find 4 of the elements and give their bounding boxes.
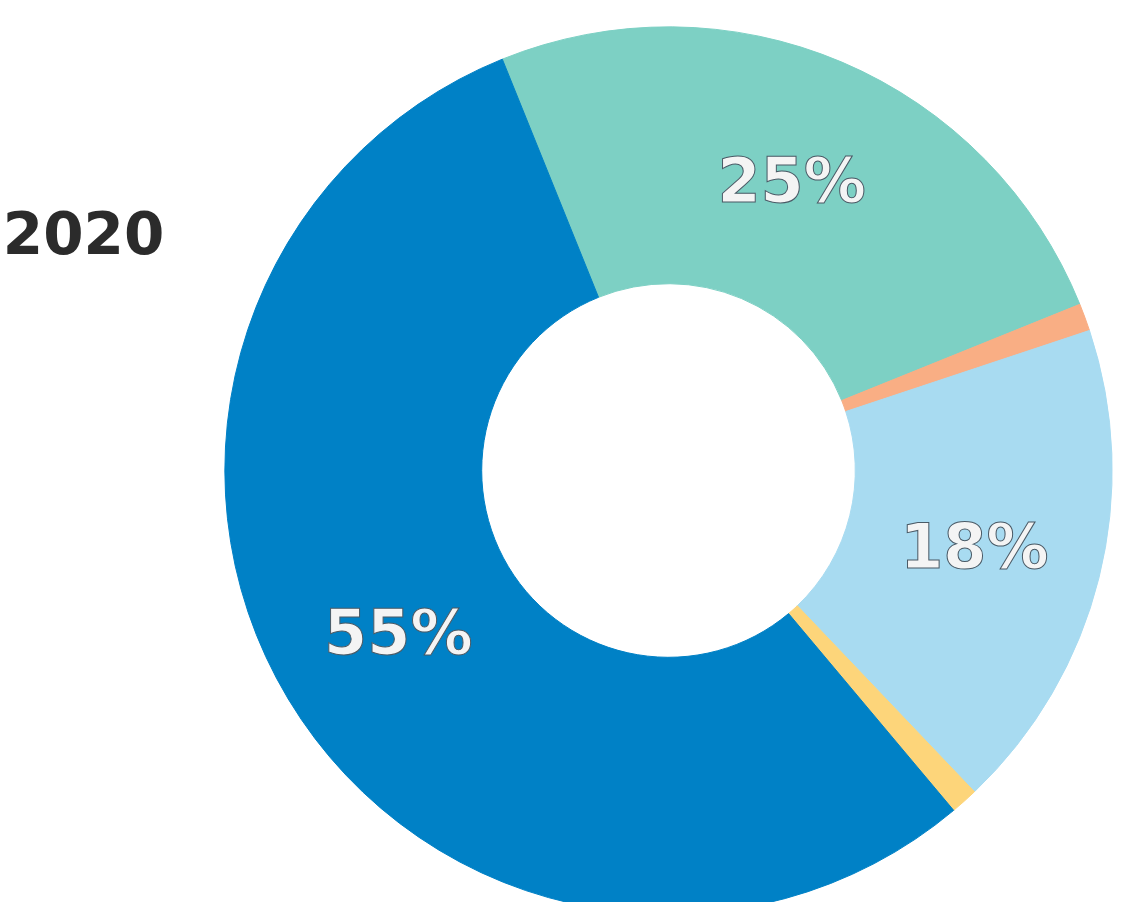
data-label: 18% bbox=[900, 510, 1049, 584]
data-label: 25% bbox=[717, 143, 866, 217]
data-label: 55% bbox=[324, 596, 473, 670]
text: 2020 bbox=[2, 200, 165, 268]
